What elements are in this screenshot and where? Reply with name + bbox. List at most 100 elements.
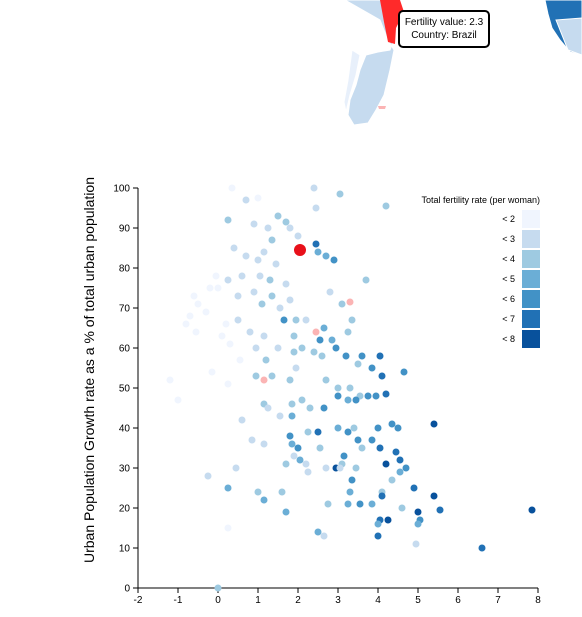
data-point (314, 248, 322, 256)
data-point (336, 190, 344, 198)
x-tick-label: 8 (535, 595, 541, 606)
data-point (316, 336, 324, 344)
data-point (282, 218, 290, 226)
y-tick-label: 10 (119, 544, 131, 555)
data-point (204, 472, 212, 480)
data-point (358, 444, 366, 452)
data-point (338, 300, 346, 308)
data-point (320, 324, 328, 332)
data-point (302, 460, 310, 468)
data-point (374, 532, 382, 540)
data-point (528, 506, 536, 514)
legend-label: < 7 (502, 314, 515, 324)
map-region-andes[interactable] (343, 49, 361, 113)
data-point (218, 332, 226, 340)
data-point (376, 444, 384, 452)
data-point (286, 296, 294, 304)
legend-swatch (522, 270, 540, 288)
data-point (374, 424, 382, 432)
data-point (252, 372, 260, 380)
data-point (290, 332, 298, 340)
x-tick-label: 7 (495, 595, 501, 606)
data-point (350, 424, 358, 432)
data-point (320, 404, 328, 412)
data-point (322, 376, 330, 384)
data-point (318, 352, 326, 360)
data-point (288, 400, 296, 408)
data-point (282, 280, 290, 288)
data-point (264, 224, 272, 232)
data-point (224, 216, 232, 224)
data-point (372, 392, 380, 400)
data-point (316, 444, 324, 452)
legend-label: < 2 (502, 214, 515, 224)
data-point (410, 484, 418, 492)
data-point (374, 520, 382, 528)
map-region-africa-south[interactable] (555, 17, 582, 56)
x-tick-label: -1 (174, 595, 183, 606)
legend-label: < 4 (502, 254, 515, 264)
data-point (260, 496, 268, 504)
data-point (396, 468, 404, 476)
data-point (314, 428, 322, 436)
data-point (352, 396, 360, 404)
data-point (214, 584, 222, 592)
y-axis-title: Urban Population Growth rate as a % of t… (81, 177, 97, 563)
data-point (192, 328, 200, 336)
data-point (182, 320, 190, 328)
data-point (354, 436, 362, 444)
data-point (268, 372, 276, 380)
data-point (354, 360, 362, 368)
map-svg (343, 0, 582, 126)
data-point (272, 260, 280, 268)
data-point (312, 204, 320, 212)
data-point (304, 428, 312, 436)
data-point (234, 292, 242, 300)
data-point (382, 390, 390, 398)
data-point (224, 524, 232, 532)
data-point (334, 424, 342, 432)
world-map[interactable]: Fertility value: 2.3 Country: Brazil (0, 0, 582, 150)
data-point (282, 460, 290, 468)
x-tick-label: -2 (134, 595, 143, 606)
data-point (268, 236, 276, 244)
data-point (400, 368, 408, 376)
data-point (376, 352, 384, 360)
highlighted-point[interactable] (294, 244, 306, 256)
data-point (292, 316, 300, 324)
data-point (322, 252, 330, 260)
data-points (166, 184, 536, 592)
data-point (226, 340, 234, 348)
y-tick-label: 40 (119, 424, 131, 435)
map-region-small-island (378, 106, 386, 109)
y-tick-label: 70 (119, 304, 131, 315)
data-point (250, 220, 258, 228)
data-point (344, 328, 352, 336)
data-point (314, 528, 322, 536)
data-point (236, 356, 244, 364)
data-point (258, 300, 266, 308)
data-point (368, 364, 376, 372)
data-point (326, 288, 334, 296)
data-point (238, 272, 246, 280)
data-point (368, 436, 376, 444)
data-point (214, 284, 222, 292)
data-point (238, 416, 246, 424)
data-point (382, 202, 390, 210)
x-tick-label: 3 (335, 595, 341, 606)
data-point (332, 344, 340, 352)
data-point (398, 504, 406, 512)
data-point (334, 384, 342, 392)
legend-label: < 5 (502, 274, 515, 284)
data-point (274, 344, 282, 352)
data-point (322, 464, 330, 472)
y-tick-label: 50 (119, 384, 131, 395)
x-tick-label: 0 (215, 595, 221, 606)
legend: Total fertility rate (per woman) < 2 < 3 <… (421, 195, 540, 348)
x-tick-label: 4 (375, 595, 381, 606)
legend-label: < 6 (502, 294, 515, 304)
data-point (298, 396, 306, 404)
data-point (222, 320, 230, 328)
legend-label: < 8 (502, 334, 515, 344)
data-point (402, 464, 410, 472)
